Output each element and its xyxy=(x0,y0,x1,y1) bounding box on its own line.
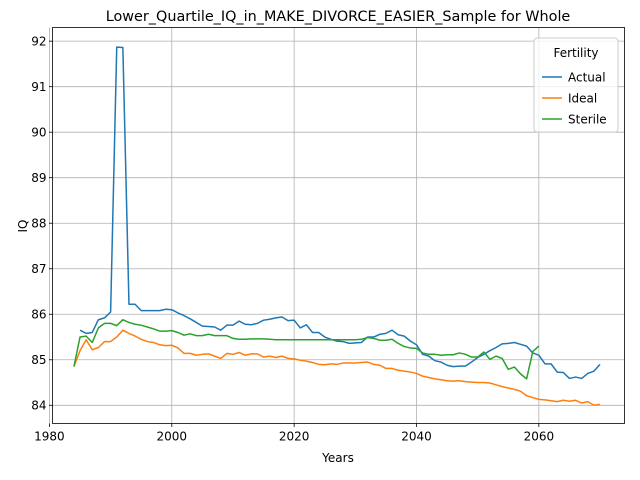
x-axis-ticks: 1980 2000 2020 2040 2060 xyxy=(34,423,555,444)
y-tick-label: 88 xyxy=(31,217,46,231)
legend-label-ideal: Ideal xyxy=(568,91,597,105)
series-lines xyxy=(73,46,601,407)
series-line-ideal xyxy=(73,329,601,407)
legend-label-sterile: Sterile xyxy=(568,112,607,126)
y-axis-ticks: 84 85 86 87 88 89 90 91 92 xyxy=(31,34,53,413)
x-tick-label: 2000 xyxy=(157,430,188,444)
x-tick-label: 2020 xyxy=(279,430,310,444)
legend: Fertility Actual Ideal Sterile xyxy=(533,37,619,133)
legend-title: Fertility xyxy=(553,46,598,60)
series-line-sterile xyxy=(73,318,540,380)
y-tick-label: 91 xyxy=(31,80,46,94)
y-tick-label: 85 xyxy=(31,353,46,367)
y-axis-label: IQ xyxy=(16,220,30,233)
plot-frame xyxy=(52,27,625,424)
y-tick-label: 86 xyxy=(31,308,46,322)
series-line-actual xyxy=(79,46,601,380)
y-tick-label: 87 xyxy=(31,262,46,276)
x-tick-label: 2060 xyxy=(524,430,555,444)
y-tick-label: 84 xyxy=(31,399,46,413)
legend-label-actual: Actual xyxy=(568,70,606,84)
y-tick-label: 89 xyxy=(31,171,46,185)
legend-box xyxy=(533,37,619,133)
y-tick-label: 92 xyxy=(31,34,46,48)
x-tick-label: 2040 xyxy=(401,430,432,444)
x-tick-label: 1980 xyxy=(34,430,65,444)
chart-title: Lower_Quartile_IQ_in_MAKE_DIVORCE_EASIER… xyxy=(106,9,571,25)
x-axis-label: Years xyxy=(321,451,354,465)
y-tick-label: 90 xyxy=(31,125,46,139)
grid-lines xyxy=(49,27,625,424)
